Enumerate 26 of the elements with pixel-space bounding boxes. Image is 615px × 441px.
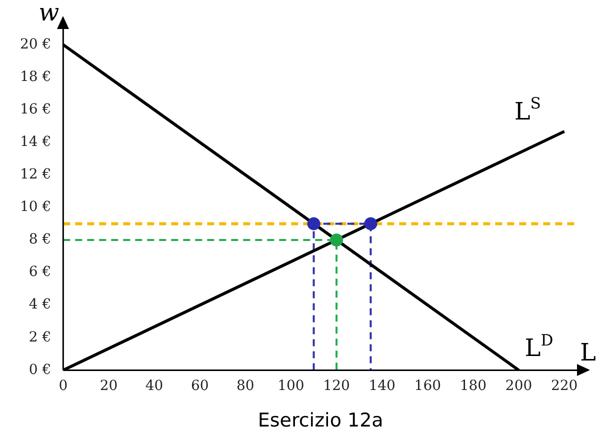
y-axis-title: w — [38, 0, 60, 27]
x-tick-label: 160 — [414, 378, 442, 394]
y-tick-label: 10 € — [20, 199, 52, 216]
x-tick-label: 20 — [100, 378, 118, 394]
x-tick-label: 60 — [190, 378, 209, 394]
y-tick-label: 4 € — [28, 296, 52, 313]
x-axis-title: L — [580, 338, 596, 366]
y-tick-label: 18 € — [20, 68, 52, 85]
x-tick-label: 40 — [145, 378, 164, 394]
x-tick-label: 0 — [58, 378, 68, 394]
x-tick-label: 200 — [505, 378, 532, 394]
y-tick-label: 8 € — [28, 232, 52, 248]
text: Esercizio 12a — [258, 409, 384, 432]
x-tick-label: 180 — [460, 378, 487, 394]
y-tick-label: 12 € — [20, 166, 52, 183]
x-tick-label: 220 — [550, 378, 578, 394]
y-tick-label: 6 € — [28, 264, 52, 280]
x-tick-label: 100 — [278, 378, 304, 394]
y-tick-label: 20 € — [20, 36, 52, 52]
x-tick-label: 140 — [368, 378, 396, 394]
y-tick-label: 0 € — [28, 362, 52, 378]
y-tick-label: 16 € — [20, 101, 52, 118]
y-tick-label: 14 € — [20, 134, 52, 150]
x-tick-label: 80 — [236, 378, 254, 394]
x-tick-label: 120 — [323, 378, 350, 394]
y-tick-label: 2 € — [28, 329, 52, 346]
